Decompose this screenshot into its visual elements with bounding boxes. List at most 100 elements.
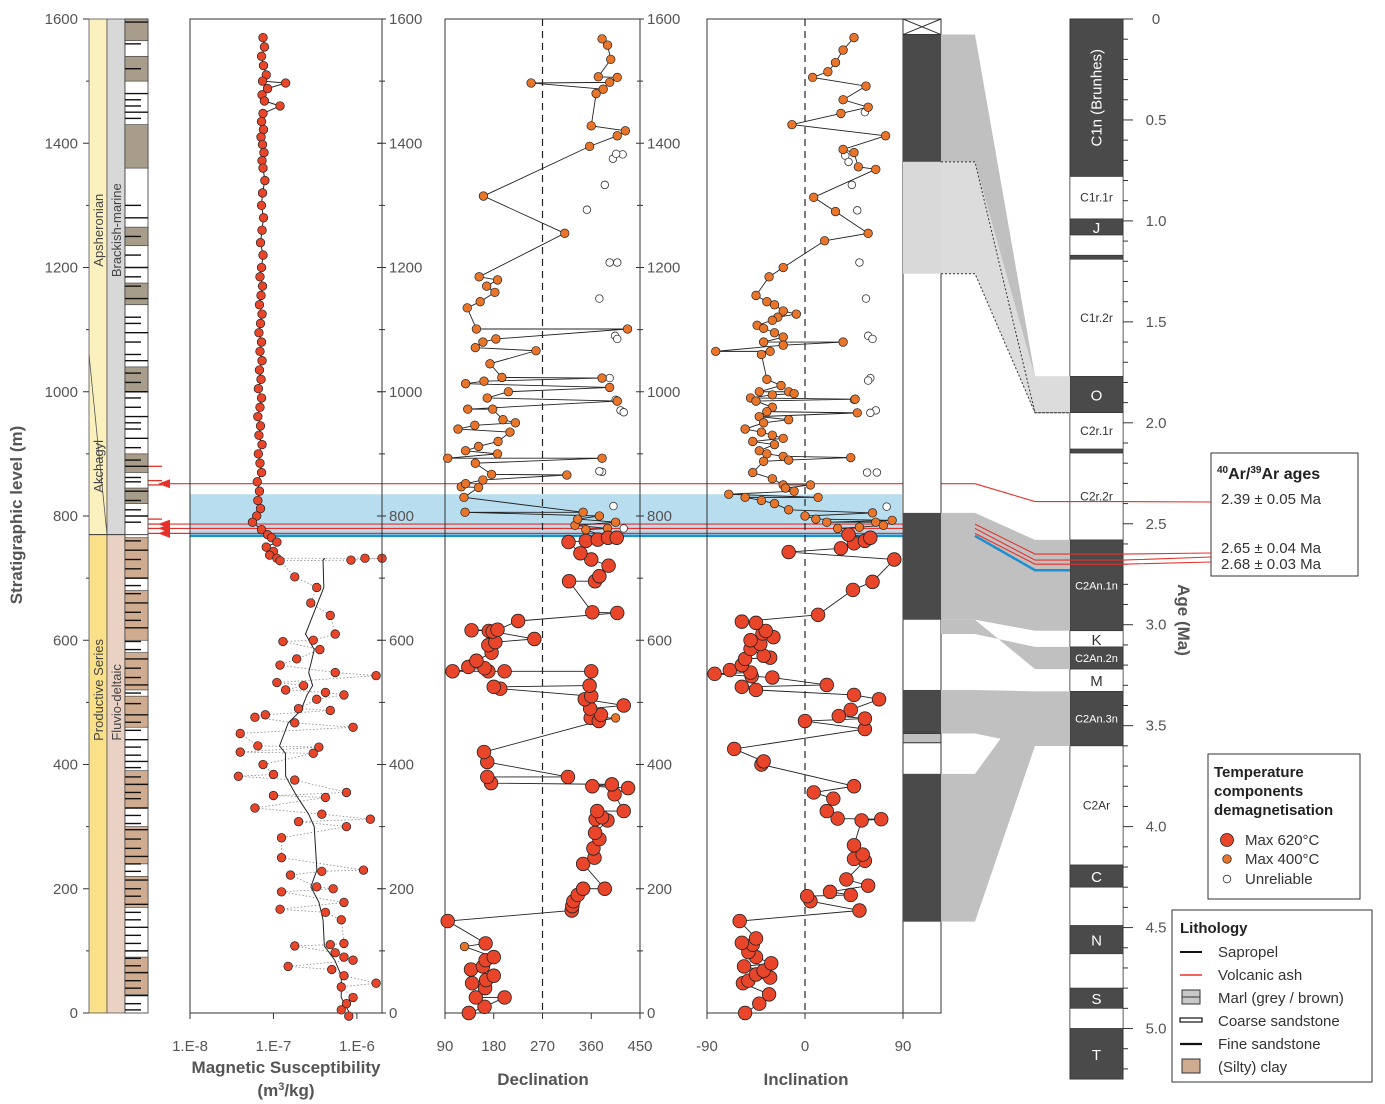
chron-block — [1069, 376, 1124, 414]
max400-point — [887, 515, 897, 525]
declination-panel: 0 200 400 600 800 1000 1200 1400 1600 90 180 270 360… — [378, 11, 653, 1055]
chron-label: C2Ar — [1083, 798, 1110, 812]
ms-dotted-connector — [290, 874, 317, 888]
y-tick-label: 600 — [389, 632, 414, 649]
max620-point — [839, 872, 854, 887]
max400-point — [492, 275, 503, 285]
unreliable-point — [861, 294, 871, 303]
max400-point — [756, 495, 767, 506]
ms-point — [298, 680, 309, 691]
max620-point — [843, 702, 858, 718]
ms-point — [292, 654, 302, 664]
age-tick-label: 2.5 — [1146, 516, 1167, 533]
ms-dotted-connector — [341, 982, 377, 988]
max620-point — [561, 534, 576, 550]
ms-point — [275, 904, 285, 914]
max400-point — [830, 57, 841, 68]
max400-point — [778, 306, 788, 316]
chron-label: C2An.3n — [1075, 714, 1118, 726]
y-tick-label: 400 — [53, 757, 78, 774]
ms-point — [272, 677, 282, 688]
ms-point — [257, 139, 268, 150]
y-tick-label: 600 — [647, 632, 672, 649]
max620-point — [756, 754, 771, 769]
max400-point — [584, 141, 595, 152]
max400-point — [767, 430, 777, 440]
ms-point — [258, 213, 269, 223]
ms-point — [257, 76, 268, 86]
ms-point — [314, 742, 324, 752]
age-tick-label: 0.5 — [1146, 112, 1167, 129]
ms-point — [320, 792, 331, 803]
max620-point — [799, 889, 815, 904]
max400-point — [863, 102, 873, 112]
ms-dotted-connector — [240, 751, 314, 754]
max400-point — [751, 396, 761, 406]
max620-point — [806, 785, 821, 800]
max620-point — [463, 962, 479, 977]
max400-point — [622, 324, 633, 334]
max400-point — [573, 514, 583, 524]
y-tick-label: 800 — [389, 508, 414, 525]
max400-point — [478, 191, 489, 201]
max620-point — [478, 936, 493, 951]
max400-point — [836, 108, 846, 119]
max400-point — [526, 78, 536, 88]
cross-line — [902, 18, 942, 35]
ash-correlation-line — [974, 523, 1212, 555]
marl-bed — [124, 453, 149, 473]
max400-point — [724, 489, 734, 499]
temperature-legend-item: Unreliable — [1245, 871, 1313, 888]
x-tick-label: 360 — [579, 1038, 604, 1055]
ms-point — [293, 703, 304, 714]
max400-point — [853, 162, 864, 172]
temperature-legend-title: components — [1214, 783, 1303, 800]
ms-point — [256, 525, 267, 535]
max400-point — [878, 520, 889, 530]
marl-bed — [124, 124, 149, 169]
ms-dotted-connector — [238, 774, 274, 777]
boundary-correlation-line — [974, 534, 1070, 572]
max400-point — [591, 88, 601, 99]
max620-point — [590, 803, 605, 819]
ms-point — [348, 992, 358, 1003]
ms-dotted-connector — [281, 826, 347, 839]
max620-point — [758, 623, 774, 639]
ms-point — [256, 290, 266, 301]
ms-point — [253, 411, 263, 422]
ms-lower-line — [278, 557, 352, 1017]
ms-dotted-connector — [288, 966, 332, 970]
ms-dotted-connector — [281, 888, 334, 893]
ms-dotted-connector — [257, 745, 319, 748]
max400-point — [560, 228, 570, 238]
ms-point — [256, 132, 266, 142]
ms-point — [283, 961, 293, 972]
max620-point — [748, 615, 764, 631]
max620-point — [497, 990, 512, 1005]
clay-bed — [124, 826, 149, 865]
ms-point — [260, 175, 270, 186]
max400-point — [787, 119, 797, 130]
ms-point — [293, 817, 304, 827]
unreliable-point — [582, 205, 592, 214]
ash-correlation-line — [974, 483, 1212, 503]
unreliable-point — [844, 157, 853, 167]
max620-point — [748, 682, 764, 698]
ms-point — [358, 865, 369, 875]
ms-point — [258, 250, 268, 260]
y-tick-label: 0 — [647, 1005, 655, 1022]
reversed-light-zone — [903, 161, 941, 274]
max620-point — [855, 847, 870, 862]
ms-point — [259, 147, 269, 158]
ms-point — [341, 787, 352, 798]
ms-point — [255, 421, 266, 431]
ms-point — [339, 690, 349, 700]
max620-point — [592, 569, 607, 584]
max620-point — [736, 959, 752, 974]
ms-point — [371, 671, 381, 681]
ms-point — [253, 495, 263, 506]
stratigraphy-panel: 0 200 400 600 800 1000 1200 1400 1600 Apsheronian… — [45, 11, 149, 1022]
max400-point — [610, 713, 621, 723]
ms-dotted-connector — [298, 818, 371, 823]
unreliable-point — [605, 373, 614, 383]
